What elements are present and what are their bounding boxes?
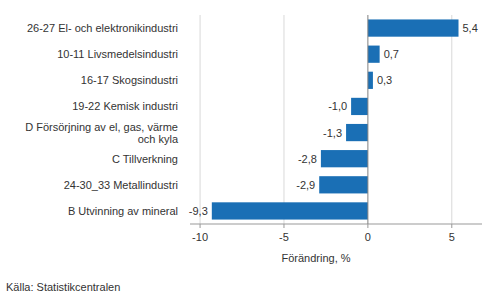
tick-mark — [367, 224, 368, 228]
bar — [368, 19, 459, 36]
grid-line — [200, 15, 201, 224]
data-label: -2,9 — [296, 179, 315, 191]
chart: -10 -5 0 5 5,4 0,7 0,3 -1,0 -1,3 -2,8 -2,9 -9,3 26-2… — [0, 0, 493, 304]
category-label: B Utvinning av mineral — [68, 205, 178, 217]
data-label: 0,7 — [384, 48, 399, 60]
tick-mark — [200, 224, 201, 228]
grid-line — [283, 15, 284, 224]
bar — [319, 176, 368, 193]
grid-line — [451, 15, 452, 224]
category-label: 10-11 Livsmedelsindustri — [57, 48, 178, 60]
bar — [212, 202, 368, 219]
bar — [368, 46, 380, 63]
source: Källa: Statistikcentralen — [6, 281, 120, 293]
category-label: 16-17 Skogsindustri — [81, 74, 178, 86]
tick-label: -5 — [279, 231, 289, 243]
tick-label: -10 — [192, 231, 208, 243]
category-label: D Försörjning av el, gas, värmeoch kyla — [25, 121, 179, 145]
tick-label: 0 — [365, 231, 371, 243]
bar — [321, 150, 368, 167]
data-label: -9,3 — [189, 205, 208, 217]
category-label: 24-30_33 Metallindustri — [64, 179, 178, 191]
bar — [368, 72, 373, 89]
category-label: 19-22 Kemisk industri — [72, 100, 178, 112]
tick-mark — [283, 224, 284, 228]
tick-label: 5 — [449, 231, 455, 243]
bar — [351, 98, 368, 115]
category-label: C Tillverkning — [112, 153, 178, 165]
category-label: 26-27 El- och elektronikindustri — [27, 22, 178, 34]
data-label: 0,3 — [377, 74, 392, 86]
data-label: -1,3 — [323, 127, 342, 139]
zero-line — [367, 15, 368, 224]
x-axis — [190, 224, 482, 225]
axis-title: Förändring, % — [281, 252, 350, 264]
data-label: -2,8 — [298, 153, 317, 165]
bars — [212, 19, 459, 219]
data-label: -1,0 — [328, 100, 347, 112]
data-label: 5,4 — [463, 22, 478, 34]
tick-mark — [451, 224, 452, 228]
bar — [346, 124, 368, 141]
